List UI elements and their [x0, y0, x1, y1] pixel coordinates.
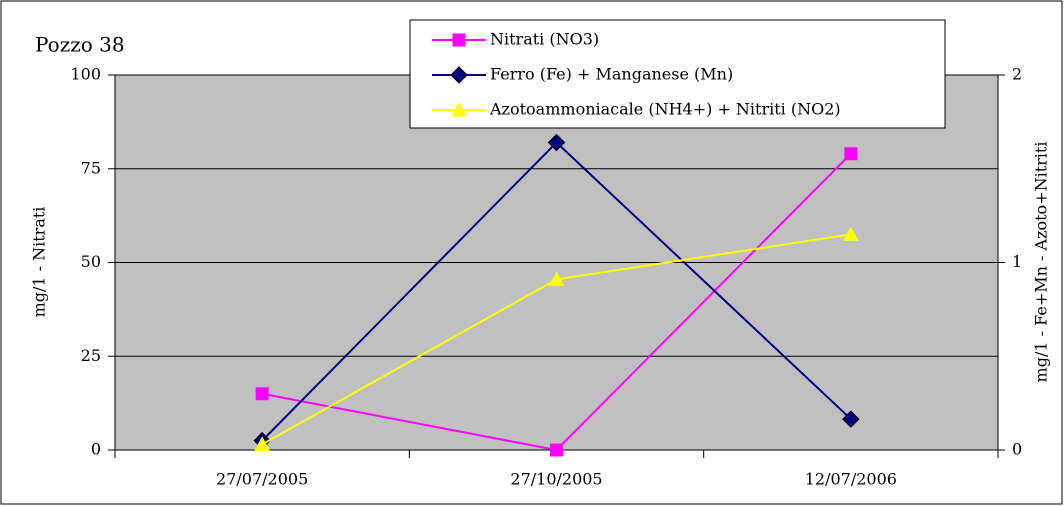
legend-marker — [452, 33, 466, 47]
y2-tick-label: 0 — [1012, 440, 1022, 459]
x-tick-label: 27/07/2005 — [216, 470, 308, 489]
x-tick-label: 27/10/2005 — [510, 470, 602, 489]
data-point — [842, 410, 860, 428]
legend-label: Nitrati (NO3) — [490, 30, 599, 49]
legend-label: Ferro (Fe) + Manganese (Mn) — [490, 65, 733, 84]
y-axis-label: mg/1 - Nitrati — [30, 207, 49, 318]
y-tick-label: 25 — [81, 346, 101, 365]
y-tick-label: 0 — [91, 440, 101, 459]
data-point — [255, 387, 269, 401]
data-point — [842, 226, 859, 241]
x-tick-label: 12/07/2006 — [805, 470, 897, 489]
y-tick-label: 50 — [81, 252, 101, 271]
data-point — [844, 147, 858, 161]
data-point — [254, 436, 271, 451]
y2-axis-label: mg/1 - Fe+Mn - Azoto+Nitriti — [1032, 142, 1051, 383]
y2-tick-label: 2 — [1012, 65, 1022, 84]
y-tick-label: 100 — [70, 65, 101, 84]
y-tick-label: 75 — [81, 158, 101, 177]
data-point — [548, 271, 565, 286]
legend-label: Azotoammoniacale (NH4+) + Nitriti (NO2) — [489, 100, 841, 119]
legend-box — [409, 19, 946, 129]
legend-marker — [451, 101, 467, 117]
data-point — [547, 133, 566, 152]
y2-tick-label: 1 — [1012, 252, 1022, 271]
legend-marker — [450, 66, 468, 84]
data-point — [550, 443, 563, 457]
chart-title: Pozzo 38 — [35, 33, 125, 57]
